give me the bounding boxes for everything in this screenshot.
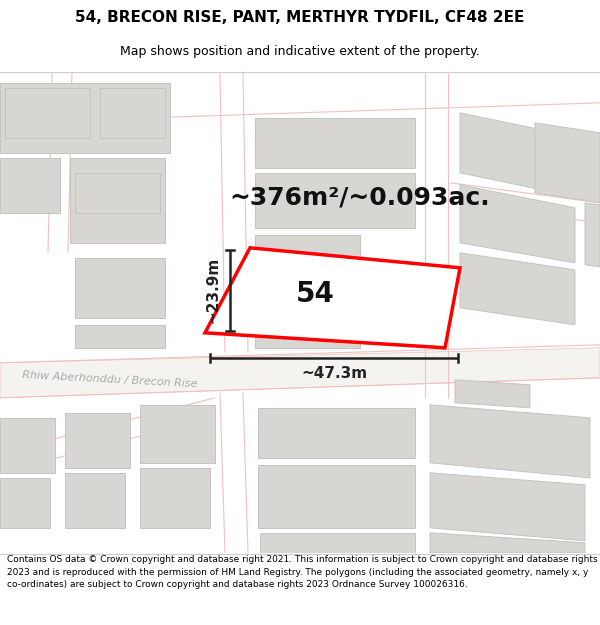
Polygon shape (460, 253, 575, 325)
Polygon shape (75, 173, 160, 213)
Polygon shape (255, 292, 360, 348)
Text: Rhiw Aberhonddu / Brecon Rise: Rhiw Aberhonddu / Brecon Rise (22, 370, 198, 389)
Text: ~47.3m: ~47.3m (301, 366, 367, 381)
Text: 54: 54 (296, 280, 334, 308)
Polygon shape (5, 88, 90, 138)
Polygon shape (140, 468, 210, 528)
Polygon shape (585, 135, 600, 201)
Polygon shape (0, 348, 600, 398)
Polygon shape (255, 235, 360, 288)
Polygon shape (535, 122, 600, 202)
Text: ~23.9m: ~23.9m (205, 258, 220, 324)
Polygon shape (140, 405, 215, 462)
Polygon shape (430, 405, 590, 478)
Polygon shape (70, 158, 165, 242)
Polygon shape (460, 185, 575, 262)
Polygon shape (255, 118, 415, 168)
Polygon shape (0, 158, 60, 212)
Polygon shape (205, 248, 460, 348)
Polygon shape (455, 380, 530, 408)
Polygon shape (258, 408, 415, 458)
Polygon shape (585, 202, 600, 267)
Text: Map shows position and indicative extent of the property.: Map shows position and indicative extent… (120, 45, 480, 58)
Polygon shape (0, 478, 50, 528)
Polygon shape (260, 532, 415, 552)
Polygon shape (65, 472, 125, 528)
Polygon shape (0, 418, 55, 472)
Polygon shape (258, 465, 415, 528)
Polygon shape (0, 82, 170, 152)
Polygon shape (100, 88, 165, 138)
Polygon shape (255, 173, 415, 228)
Text: ~376m²/~0.093ac.: ~376m²/~0.093ac. (230, 186, 490, 210)
Polygon shape (460, 112, 580, 198)
Text: Contains OS data © Crown copyright and database right 2021. This information is : Contains OS data © Crown copyright and d… (7, 555, 598, 589)
Polygon shape (65, 412, 130, 468)
Text: 54, BRECON RISE, PANT, MERTHYR TYDFIL, CF48 2EE: 54, BRECON RISE, PANT, MERTHYR TYDFIL, C… (76, 11, 524, 26)
Polygon shape (430, 472, 585, 541)
Polygon shape (430, 532, 585, 552)
Polygon shape (75, 325, 165, 348)
Polygon shape (75, 258, 165, 318)
